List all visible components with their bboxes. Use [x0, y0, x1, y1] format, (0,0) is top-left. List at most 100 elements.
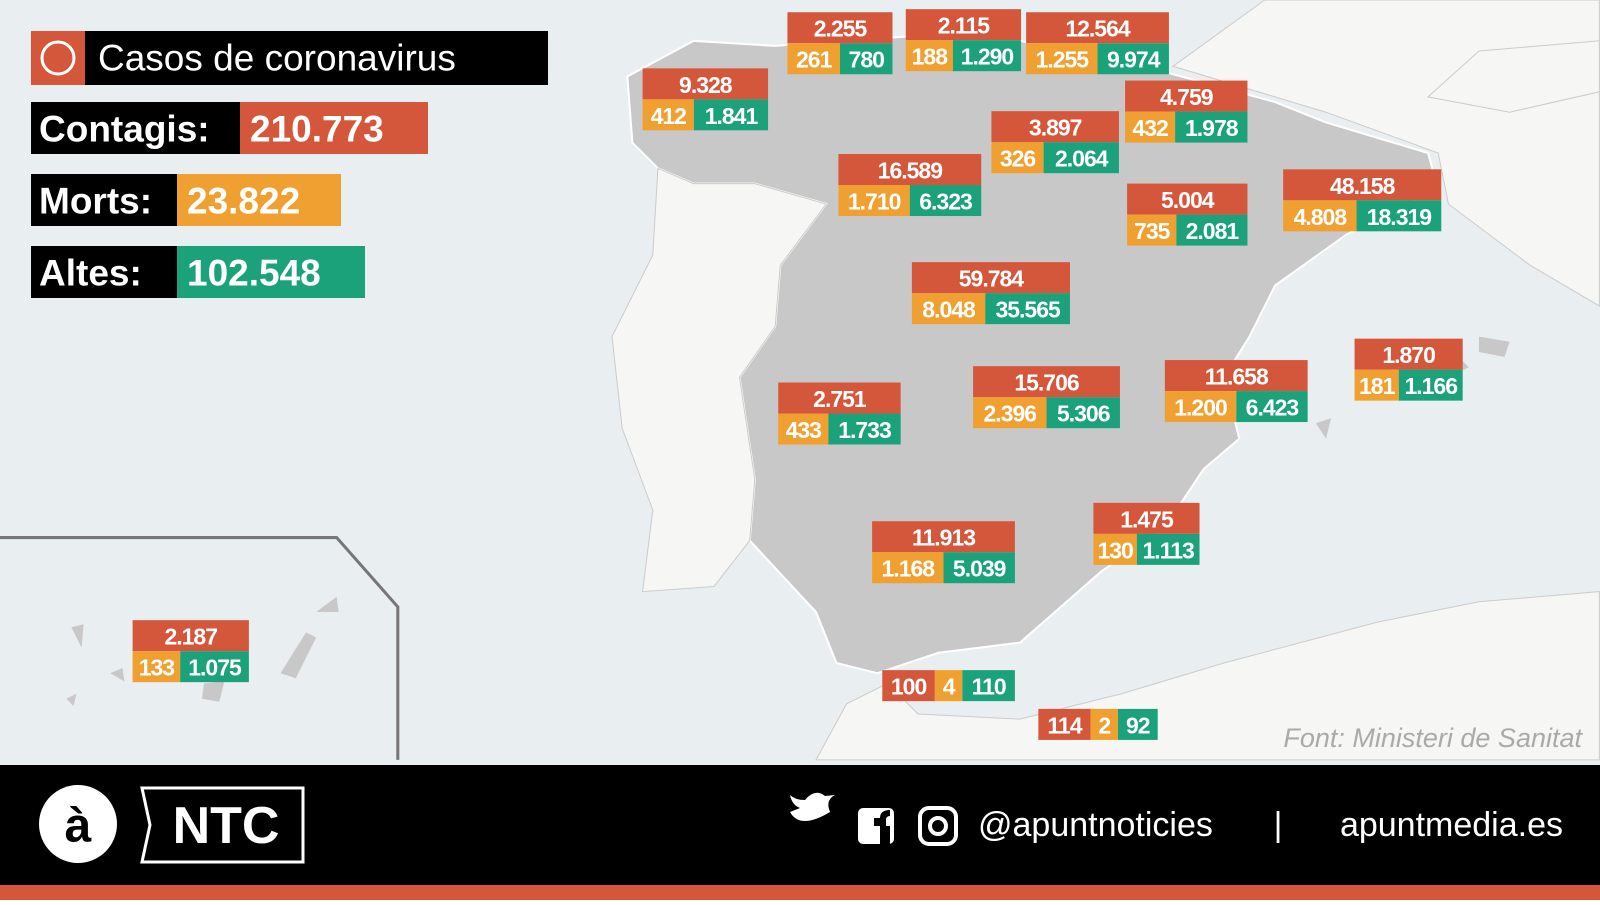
cases-box: [838, 154, 982, 186]
total-value-box: [240, 102, 428, 154]
total-value: 102.548: [187, 253, 321, 294]
deaths-box: [838, 185, 910, 217]
deaths-box: [973, 397, 1047, 429]
region-label: 3.897 326 2.064: [991, 111, 1119, 174]
recovered-box: [1117, 708, 1158, 740]
total-label: Morts:: [39, 181, 152, 222]
deaths: 133: [139, 655, 175, 681]
deaths: 4: [943, 674, 956, 700]
recovered: 2.081: [1186, 218, 1240, 244]
recovered: 1.290: [961, 44, 1014, 70]
virus-icon: [31, 31, 85, 85]
region-label: 2.751 433 1.733: [778, 382, 901, 445]
instagram-icon[interactable]: [918, 806, 958, 846]
cases: 16.589: [878, 158, 943, 184]
recovered-box: [1046, 397, 1120, 429]
recovered: 5.039: [953, 556, 1006, 582]
region-label: 15.706 2.396 5.306: [973, 366, 1120, 429]
twitter-icon[interactable]: [790, 792, 835, 821]
recovered-box: [952, 40, 1022, 72]
cases: 15.706: [1014, 370, 1079, 396]
logo-circle: [39, 785, 117, 863]
deaths-box: [1164, 391, 1237, 423]
recovered: 1.978: [1185, 115, 1239, 141]
recovered: 92: [1126, 712, 1150, 738]
cases: 1.475: [1120, 506, 1174, 532]
cases: 2.187: [164, 624, 217, 650]
deaths: 2.396: [984, 401, 1037, 427]
recovered: 780: [849, 47, 885, 73]
region-label: 1.870 181 1.166: [1354, 338, 1463, 401]
deaths-box: [787, 43, 840, 75]
cases-box: [778, 382, 901, 414]
cases: 5.004: [1161, 187, 1215, 213]
handle[interactable]: @apuntnoticies: [978, 806, 1213, 844]
cases: 2.751: [813, 386, 867, 412]
land: [1426, 40, 1600, 113]
region-label: 9.328 412 1.841: [642, 68, 769, 131]
deaths: 1.168: [882, 556, 936, 582]
deaths: 181: [1359, 373, 1396, 399]
total-label-box: [31, 174, 177, 226]
footer-stripe: [0, 885, 1600, 900]
instagram-lens: [928, 816, 948, 836]
deaths-box: [1125, 111, 1176, 143]
separator: |: [1274, 806, 1283, 844]
deaths: 2: [1098, 712, 1110, 738]
region-label: 11.658 1.200 6.423: [1164, 360, 1308, 423]
total-value-box: [177, 174, 341, 226]
cases-box: [882, 670, 935, 702]
deaths-box: [872, 552, 944, 584]
total-label: Altes:: [39, 253, 142, 294]
cases-box: [911, 262, 1070, 294]
footer-bar: [0, 765, 1600, 885]
africa: [815, 591, 1600, 761]
canary-inset: [0, 536, 400, 760]
recovered-box: [1136, 533, 1200, 565]
site[interactable]: apuntmedia.es: [1340, 806, 1563, 844]
region-label: 2.187 133 1.075: [132, 620, 249, 683]
footer: à NTC @apuntnoticies | apuntmedia.es: [0, 765, 1600, 900]
logo-frame: [140, 786, 305, 864]
virus-icon-ring: [40, 40, 76, 76]
deaths: 433: [786, 417, 822, 443]
cases-box: [132, 620, 249, 652]
deaths-box: [1090, 708, 1118, 740]
recovered-box: [1175, 111, 1248, 143]
cases-box: [1283, 169, 1442, 201]
recovered: 6.323: [919, 189, 972, 215]
recovered-box: [693, 99, 769, 131]
title: Casos de coronavirus: [98, 38, 456, 79]
total-label: Contagis:: [39, 109, 210, 150]
deaths-box: [1283, 200, 1357, 232]
deaths: 735: [1134, 218, 1171, 244]
cases: 9.328: [679, 72, 733, 98]
deaths: 412: [651, 103, 687, 129]
recovered: 1.166: [1404, 373, 1457, 399]
cases-box: [1354, 338, 1463, 370]
recovered-box: [943, 552, 1015, 584]
cases-box: [1026, 12, 1169, 44]
cases: 114: [1047, 712, 1082, 738]
cases: 48.158: [1330, 173, 1396, 199]
recovered: 1.075: [188, 655, 242, 681]
region-label: 4.759 432 1.978: [1125, 80, 1248, 143]
recovered: 110: [972, 674, 1006, 700]
portugal: [611, 167, 828, 593]
region-label: 48.158 4.808 18.319: [1283, 169, 1442, 232]
deaths: 1.710: [848, 189, 901, 215]
cases: 100: [891, 674, 927, 700]
total-label-box: [31, 102, 240, 154]
cases-box: [642, 68, 769, 100]
deaths-box: [905, 40, 953, 72]
recovered-box: [1097, 43, 1169, 75]
source: Font: Ministeri de Sanitat: [1283, 723, 1583, 753]
region-label: 2.255 261 780: [787, 12, 893, 75]
region-label: 11.913 1.168 5.039: [872, 521, 1015, 584]
deaths: 8.048: [922, 297, 976, 323]
recovered-box: [828, 413, 901, 445]
recovered-box: [962, 670, 1015, 702]
cases: 1.870: [1382, 342, 1435, 368]
cases: 2.255: [814, 16, 868, 42]
deaths: 1.200: [1174, 395, 1227, 421]
